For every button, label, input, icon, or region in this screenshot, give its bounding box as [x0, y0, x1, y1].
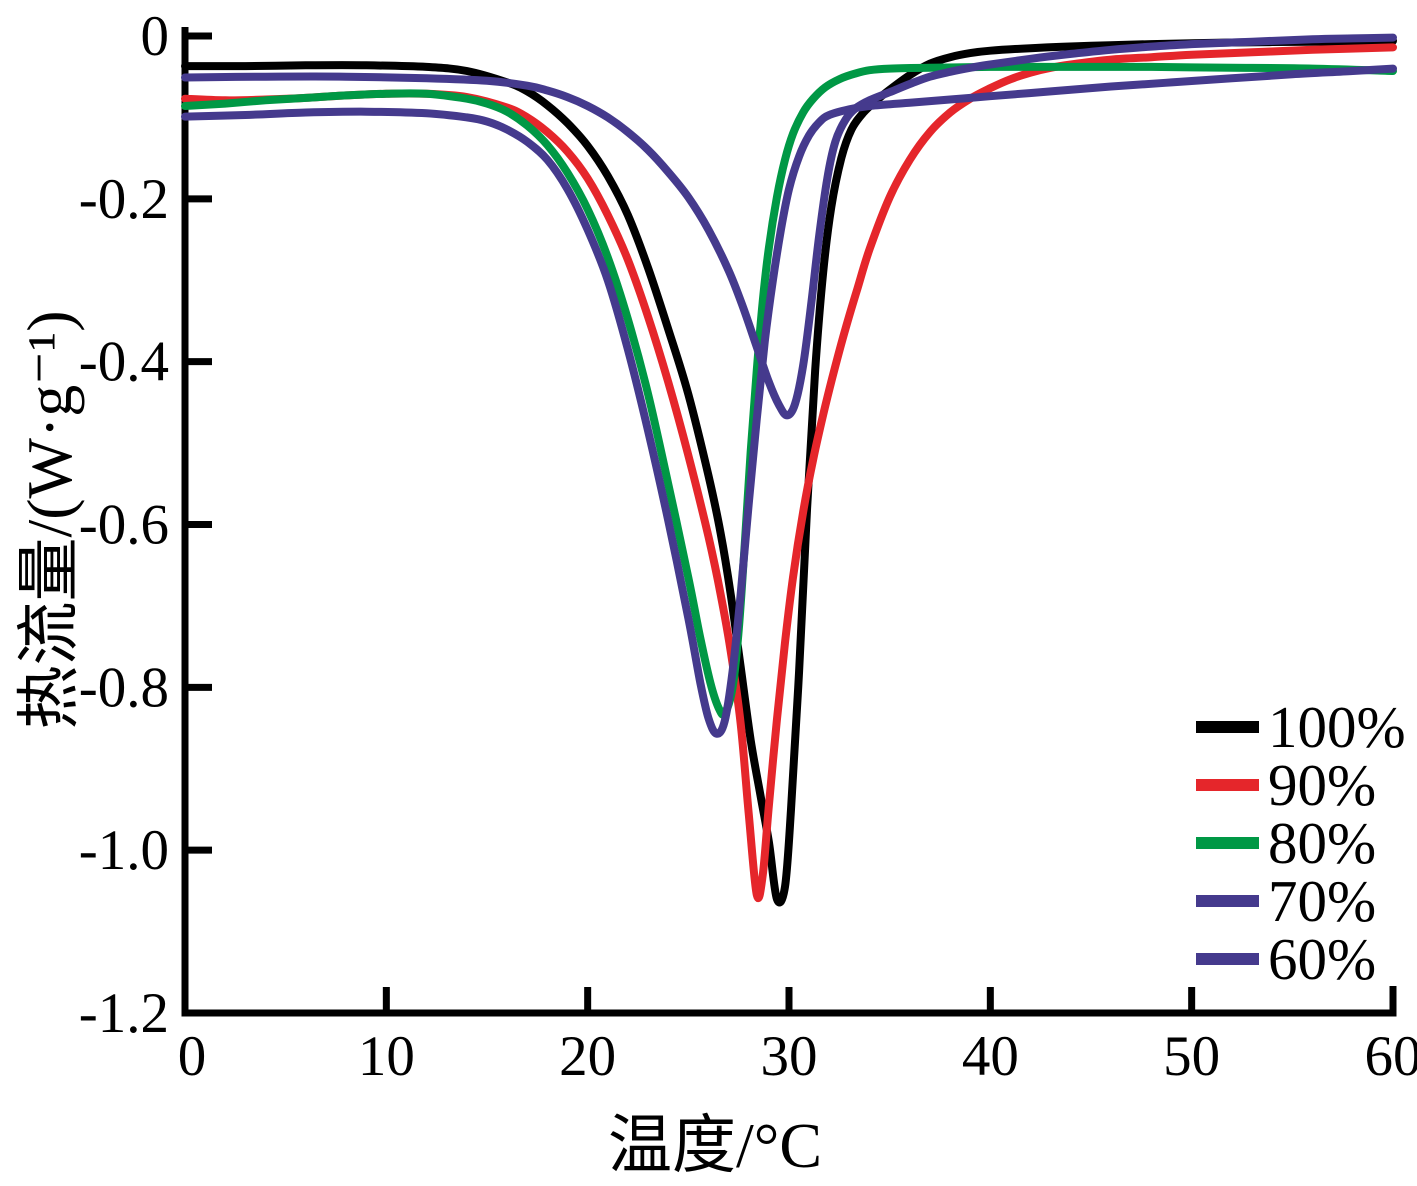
x-tick-label: 60 [1365, 1025, 1417, 1088]
legend: 100%90%80%70%60% [1196, 698, 1406, 988]
legend-label: 80% [1268, 814, 1376, 872]
y-tick-label: -0.4 [79, 331, 169, 394]
legend-swatch [1196, 779, 1259, 791]
x-tick-label: 40 [962, 1025, 1019, 1088]
legend-swatch [1196, 837, 1259, 849]
legend-label: 70% [1268, 872, 1376, 930]
legend-item-80%: 80% [1196, 814, 1406, 872]
legend-label: 60% [1268, 930, 1376, 988]
legend-item-70%: 70% [1196, 872, 1406, 930]
legend-item-90%: 90% [1196, 756, 1406, 814]
y-tick-label: -1.2 [79, 982, 169, 1045]
x-tick-label: 0 [178, 1025, 207, 1088]
x-tick-label: 30 [761, 1025, 818, 1088]
y-tick-label: -0.8 [79, 656, 169, 719]
legend-item-100%: 100% [1196, 698, 1406, 756]
y-axis-title: 热流量/(W·g⁻¹) [0, 310, 90, 729]
x-tick-label: 20 [559, 1025, 616, 1088]
x-axis-title: 温度/°C [608, 1094, 822, 1186]
y-tick-label: 0 [141, 5, 170, 68]
legend-swatch [1196, 721, 1259, 733]
legend-swatch [1196, 895, 1259, 907]
x-tick-label: 50 [1163, 1025, 1220, 1088]
y-tick-label: -0.6 [79, 494, 169, 557]
y-tick-label: -1.0 [79, 819, 169, 882]
legend-label: 90% [1268, 756, 1376, 814]
legend-label: 100% [1268, 698, 1406, 756]
y-tick-label: -0.2 [79, 168, 169, 231]
legend-item-60%: 60% [1196, 930, 1406, 988]
x-tick-label: 10 [358, 1025, 415, 1088]
legend-swatch [1196, 953, 1259, 965]
